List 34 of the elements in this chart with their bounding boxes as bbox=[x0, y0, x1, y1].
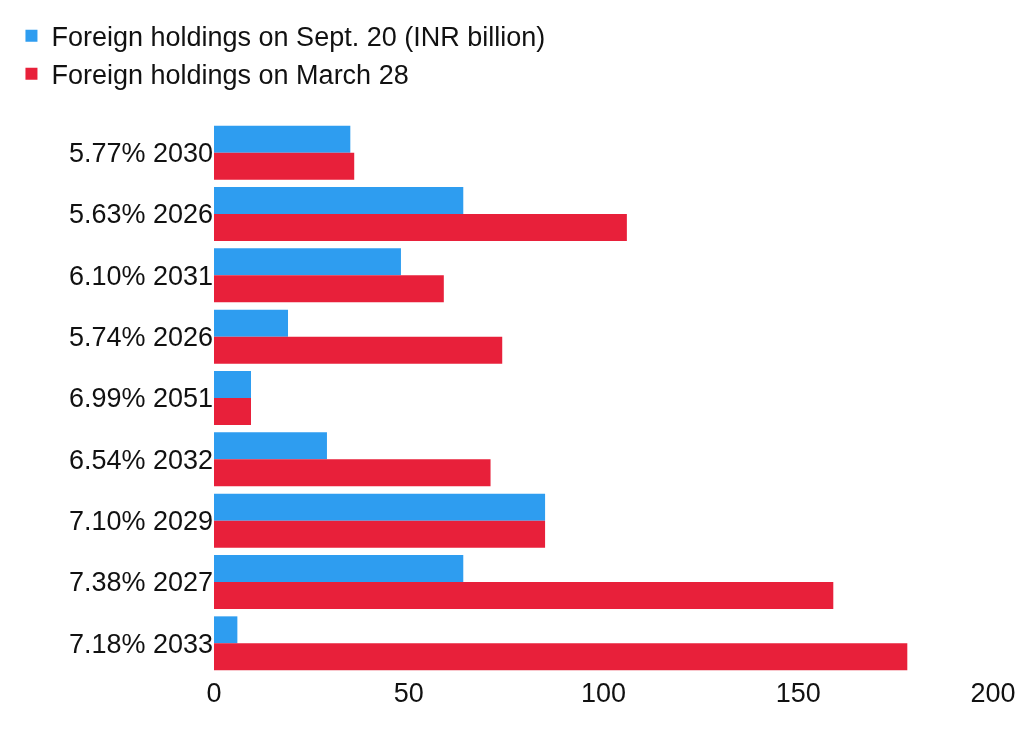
bar bbox=[214, 616, 238, 644]
bar bbox=[214, 582, 834, 609]
x-tick-label: 0 bbox=[206, 678, 222, 708]
bar bbox=[214, 336, 503, 364]
legend-label: Foreign holdings on Sept. 20 (INR billion) bbox=[51, 22, 546, 53]
bar bbox=[214, 459, 491, 487]
x-tick-label: 150 bbox=[775, 678, 821, 708]
y-tick-label: 7.18% 2033 bbox=[68, 628, 213, 659]
x-tick-label: 50 bbox=[393, 678, 424, 708]
y-tick-label: 6.99% 2051 bbox=[68, 383, 213, 414]
bar bbox=[214, 555, 464, 582]
bar bbox=[214, 309, 289, 337]
y-tick-label: 7.10% 2029 bbox=[68, 506, 213, 537]
y-tick-label: 7.38% 2027 bbox=[68, 567, 213, 598]
bar bbox=[214, 432, 327, 460]
bar bbox=[214, 643, 908, 671]
bar bbox=[214, 214, 627, 241]
y-tick-label: 5.63% 2026 bbox=[68, 199, 213, 230]
bar bbox=[214, 371, 251, 398]
y-tick-label: 6.10% 2031 bbox=[68, 260, 213, 291]
bar bbox=[214, 493, 546, 521]
legend-label: Foreign holdings on March 28 bbox=[51, 60, 409, 91]
x-tick-label: 100 bbox=[580, 678, 627, 708]
bar bbox=[214, 187, 464, 214]
y-tick-label: 5.74% 2026 bbox=[68, 322, 213, 353]
y-tick-label: 6.54% 2032 bbox=[68, 444, 213, 475]
bar bbox=[214, 125, 351, 153]
bar bbox=[214, 248, 401, 276]
bar bbox=[214, 275, 444, 303]
bar bbox=[214, 398, 251, 425]
x-tick-label: 200 bbox=[970, 678, 1016, 708]
bar bbox=[214, 152, 355, 180]
y-tick-label: 5.77% 2030 bbox=[68, 138, 213, 169]
bar bbox=[214, 520, 546, 548]
